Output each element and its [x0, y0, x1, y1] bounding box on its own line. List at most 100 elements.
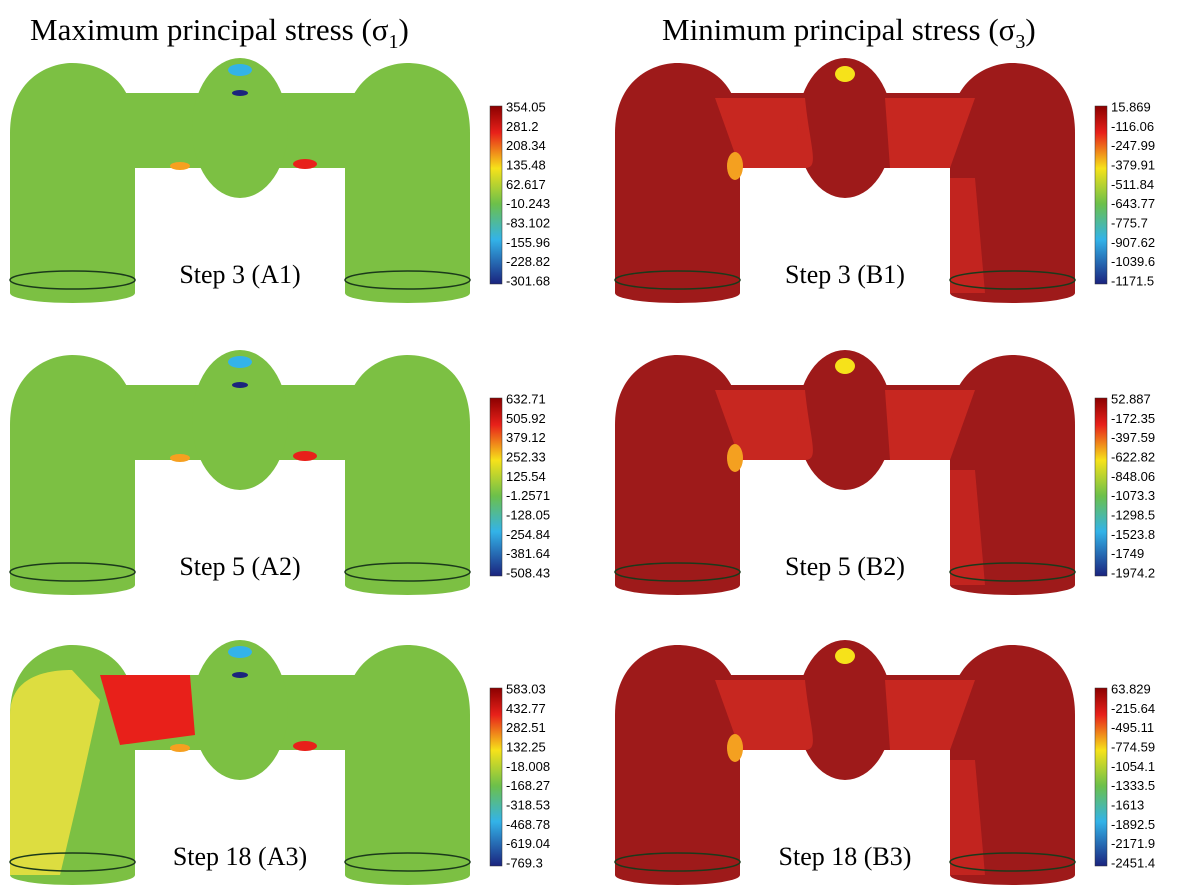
colorbar-label: -254.84: [506, 527, 550, 542]
title-close: ): [399, 12, 409, 47]
colorbar-label: -1892.5: [1111, 817, 1155, 832]
colorbar-label: 135.48: [506, 157, 546, 172]
step-label: Step 18 (B3): [779, 842, 912, 871]
stress-panel: 583.03 432.77 282.51 132.25 -18.008 -168.27 -3…: [10, 640, 550, 885]
colorbar-label: -1073.3: [1111, 488, 1155, 503]
colorbar-label: -1613: [1111, 797, 1144, 812]
colorbar-label: 379.12: [506, 430, 546, 445]
colorbar-label: -128.05: [506, 507, 550, 522]
stress-panel: 632.71 505.92 379.12 252.33 125.54 -1.2571 -12…: [10, 350, 550, 595]
colorbar-label: -83.102: [506, 215, 550, 230]
colorbar-label: -1298.5: [1111, 507, 1155, 522]
column-title: Minimum principal stress (σ3): [662, 12, 1036, 53]
stress-region: [170, 454, 190, 462]
colorbar-label: -381.64: [506, 546, 550, 561]
colorbar-label: -228.82: [506, 254, 550, 269]
step-label: Step 18 (A3): [173, 842, 307, 871]
title-text: Maximum principal stress (σ: [30, 12, 389, 47]
stress-region: [727, 444, 743, 472]
colorbar-label: -247.99: [1111, 138, 1155, 153]
stress-region: [727, 152, 743, 180]
stress-region: [232, 382, 248, 388]
stress-region: [835, 66, 855, 82]
stress-region: [835, 358, 855, 374]
colorbar-label: 63.829: [1111, 681, 1151, 696]
stress-panel: 52.887 -172.35 -397.59 -622.82 -848.06 -1073.…: [615, 350, 1155, 595]
colorbar-label: 52.887: [1111, 391, 1151, 406]
colorbar-label: -1.2571: [506, 488, 550, 503]
colorbar-label: -301.68: [506, 273, 550, 288]
colorbar-label: -769.3: [506, 855, 543, 870]
colorbar-label: -643.77: [1111, 196, 1155, 211]
colorbar-label: -168.27: [506, 778, 550, 793]
colorbar-label: 208.34: [506, 138, 546, 153]
colorbar-label: -848.06: [1111, 469, 1155, 484]
colorbar-label: -18.008: [506, 759, 550, 774]
colorbar-label: 632.71: [506, 391, 546, 406]
colorbar-label: 15.869: [1111, 99, 1151, 114]
colorbar: [490, 106, 502, 284]
stress-region: [293, 741, 317, 751]
title-subscript: 1: [389, 31, 399, 53]
colorbar-label: -116.06: [1111, 119, 1154, 134]
colorbar-label: 125.54: [506, 469, 546, 484]
title-text: Minimum principal stress (σ: [662, 12, 1016, 47]
title-subscript: 3: [1015, 31, 1025, 53]
step-label: Step 5 (B2): [785, 552, 905, 581]
stress-region: [228, 356, 252, 368]
stress-region: [232, 90, 248, 96]
column-title: Maximum principal stress (σ1): [30, 12, 409, 53]
figure: Maximum principal stress (σ1) Minimum pr…: [0, 0, 1204, 888]
stress-region: [727, 734, 743, 762]
stress-region: [170, 162, 190, 170]
colorbar-label: 583.03: [506, 681, 546, 696]
colorbar-label: 282.51: [506, 720, 546, 735]
colorbar-label: -1333.5: [1111, 778, 1155, 793]
colorbar-label: -508.43: [506, 565, 550, 580]
colorbar-label: -511.84: [1111, 177, 1154, 192]
title-close: ): [1025, 12, 1035, 47]
colorbar-label: -1974.2: [1111, 565, 1155, 580]
step-label: Step 3 (A1): [179, 260, 300, 289]
stress-panel: 63.829-215.64-495.11-774.59-1054.1-1333.…: [615, 640, 1155, 885]
colorbar-label: -1054.1: [1111, 759, 1155, 774]
colorbar-label: 354.05: [506, 99, 546, 114]
colorbar-label: -907.62: [1111, 235, 1155, 250]
stress-panel: 354.05281.2208.34135.4862.617-10.243-83.…: [10, 58, 550, 303]
colorbar-label: -468.78: [506, 817, 550, 832]
stress-region: [835, 648, 855, 664]
colorbar-label: -155.96: [506, 235, 550, 250]
colorbar-label: -622.82: [1111, 449, 1155, 464]
colorbar: [1095, 106, 1107, 284]
colorbar-label: -2171.9: [1111, 836, 1155, 851]
colorbar-label: -1039.6: [1111, 254, 1155, 269]
colorbar-label: -1749: [1111, 546, 1144, 561]
colorbar-label: 132.25: [506, 739, 546, 754]
colorbar: [1095, 688, 1107, 866]
colorbar-label: -379.91: [1111, 157, 1155, 172]
colorbar-label: 281.2: [506, 119, 539, 134]
colorbar: [490, 688, 502, 866]
colorbar-label: -495.11: [1111, 720, 1154, 735]
step-label: Step 3 (B1): [785, 260, 905, 289]
colorbar-label: 505.92: [506, 411, 546, 426]
colorbar-label: 62.617: [506, 177, 546, 192]
colorbar-label: -397.59: [1111, 430, 1155, 445]
colorbar-label: -172.35: [1111, 411, 1155, 426]
stress-region: [228, 64, 252, 76]
stress-panel: 15.869 -116.06 -247.99 -379.91 -511.84 -643.7…: [615, 58, 1155, 303]
colorbar-label: -1171.5: [1111, 273, 1154, 288]
colorbar: [490, 398, 502, 576]
colorbar-label: 252.33: [506, 449, 546, 464]
colorbar-label: -2451.4: [1111, 855, 1155, 870]
colorbar-label: -1523.8: [1111, 527, 1155, 542]
stress-region: [170, 744, 190, 752]
stress-region: [228, 646, 252, 658]
colorbar-label: -318.53: [506, 797, 550, 812]
stress-region: [293, 451, 317, 461]
step-label: Step 5 (A2): [179, 552, 300, 581]
colorbar-label: -215.64: [1111, 701, 1155, 716]
colorbar-label: -775.7: [1111, 215, 1148, 230]
colorbar-label: -619.04: [506, 836, 550, 851]
colorbar-label: 432.77: [506, 701, 546, 716]
